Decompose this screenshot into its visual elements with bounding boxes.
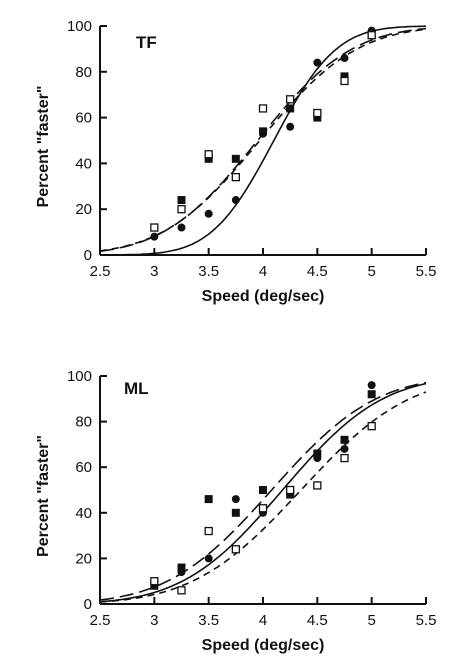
data-point-open-square bbox=[150, 577, 159, 586]
y-tick-label: 0 bbox=[84, 596, 92, 613]
data-point-open-square bbox=[204, 526, 213, 536]
data-point-filled-circle bbox=[340, 444, 349, 453]
data-point-open-square bbox=[204, 150, 213, 159]
y-tick-label: 100 bbox=[67, 368, 92, 385]
data-point-open-square bbox=[286, 95, 295, 104]
data-point-open-square bbox=[313, 108, 322, 118]
x-tick-label: 4.5 bbox=[307, 612, 328, 629]
data-point-open-square bbox=[340, 76, 349, 86]
x-tick-label: 5 bbox=[367, 612, 375, 629]
x-tick-label: 3 bbox=[150, 612, 158, 629]
data-point-filled-square bbox=[367, 390, 376, 399]
data-point-filled-circle bbox=[313, 58, 322, 67]
data-point-filled-square bbox=[313, 449, 322, 458]
data-point-filled-square bbox=[150, 581, 159, 590]
data-point-open-square bbox=[313, 481, 322, 490]
x-tick-label: 3.5 bbox=[198, 263, 219, 280]
fit-curve-solid bbox=[99, 25, 427, 256]
y-tick-label: 40 bbox=[75, 155, 92, 172]
data-point-open-square bbox=[286, 485, 295, 495]
data-point-filled-square bbox=[259, 127, 267, 136]
y-tick-label: 60 bbox=[75, 459, 92, 476]
panel-label: TF bbox=[136, 33, 157, 52]
data-point-open-square bbox=[367, 422, 376, 431]
y-tick-label: 60 bbox=[75, 110, 92, 127]
data-point-filled-square bbox=[286, 104, 295, 113]
fit-curve-short-dash bbox=[99, 391, 427, 603]
data-point-open-square bbox=[340, 453, 349, 463]
y-axis-title: Percent "faster" bbox=[35, 435, 52, 557]
y-axis-title: Percent "faster" bbox=[35, 86, 52, 208]
y-tick-label: 80 bbox=[75, 414, 92, 431]
panel-tf: TF Speed (deg/sec) Percent "faster" 0 20 4… bbox=[35, 18, 436, 305]
y-tick-label: 80 bbox=[75, 64, 92, 81]
data-point-filled-circle bbox=[286, 122, 295, 131]
data-point-filled-circle bbox=[204, 209, 213, 218]
y-tick-label: 40 bbox=[75, 505, 92, 522]
y-tick-label: 100 bbox=[67, 18, 92, 35]
x-tick-label: 5.5 bbox=[416, 612, 437, 629]
data-point-filled-circle bbox=[367, 381, 376, 390]
data-point-filled-circle bbox=[150, 232, 159, 241]
x-tick-label: 5 bbox=[367, 263, 375, 280]
data-point-open-square bbox=[177, 586, 186, 595]
x-tick-label: 5.5 bbox=[416, 263, 437, 280]
fit-curve-long-dash bbox=[99, 27, 427, 252]
x-tick-label: 3 bbox=[150, 263, 158, 280]
x-tick-label: 4 bbox=[259, 263, 267, 280]
y-tick-label: 20 bbox=[75, 201, 92, 218]
panel-label: ML bbox=[124, 379, 149, 398]
data-point-filled-circle bbox=[177, 223, 186, 232]
data-point-filled-circle bbox=[204, 554, 213, 563]
data-point-filled-square bbox=[340, 435, 349, 444]
data-point-filled-square bbox=[204, 495, 213, 504]
data-point-filled-circle bbox=[340, 54, 349, 63]
data-point-filled-square bbox=[204, 154, 213, 163]
data-point-filled-circle bbox=[231, 196, 240, 205]
x-axis-title: Speed (deg/sec) bbox=[202, 637, 325, 654]
data-point-filled-square bbox=[259, 486, 267, 494]
data-point-filled-square bbox=[177, 563, 186, 572]
panel-ml: ML Speed (deg/sec) Percent "faster" 0 20 4… bbox=[35, 368, 436, 654]
x-axis-title: Speed (deg/sec) bbox=[202, 288, 325, 305]
data-point-filled-square bbox=[286, 490, 295, 499]
y-tick-label: 20 bbox=[75, 550, 92, 567]
data-point-open-square bbox=[258, 104, 268, 113]
data-point-open-square bbox=[177, 205, 186, 214]
data-point-filled-square bbox=[313, 113, 322, 122]
data-point-open-square bbox=[231, 172, 240, 182]
data-point-filled-square bbox=[231, 154, 240, 163]
data-point-filled-square bbox=[231, 508, 240, 517]
data-point-open-square bbox=[150, 223, 159, 232]
data-point-filled-circle bbox=[231, 495, 240, 504]
x-tick-label: 2.5 bbox=[90, 612, 111, 629]
y-tick-label: 0 bbox=[84, 247, 92, 264]
data-point-open-square bbox=[231, 545, 240, 554]
data-point-filled-square bbox=[177, 196, 186, 205]
data-point-filled-square bbox=[340, 72, 349, 81]
x-tick-label: 4 bbox=[259, 612, 267, 629]
x-tick-label: 2.5 bbox=[90, 263, 111, 280]
x-tick-label: 4.5 bbox=[307, 263, 328, 280]
fit-curve-short-dash bbox=[99, 28, 427, 252]
data-point-open-square bbox=[367, 31, 376, 40]
fit-curve-long-dash bbox=[99, 381, 427, 601]
data-point-open-square bbox=[258, 504, 268, 513]
x-tick-label: 3.5 bbox=[198, 612, 219, 629]
